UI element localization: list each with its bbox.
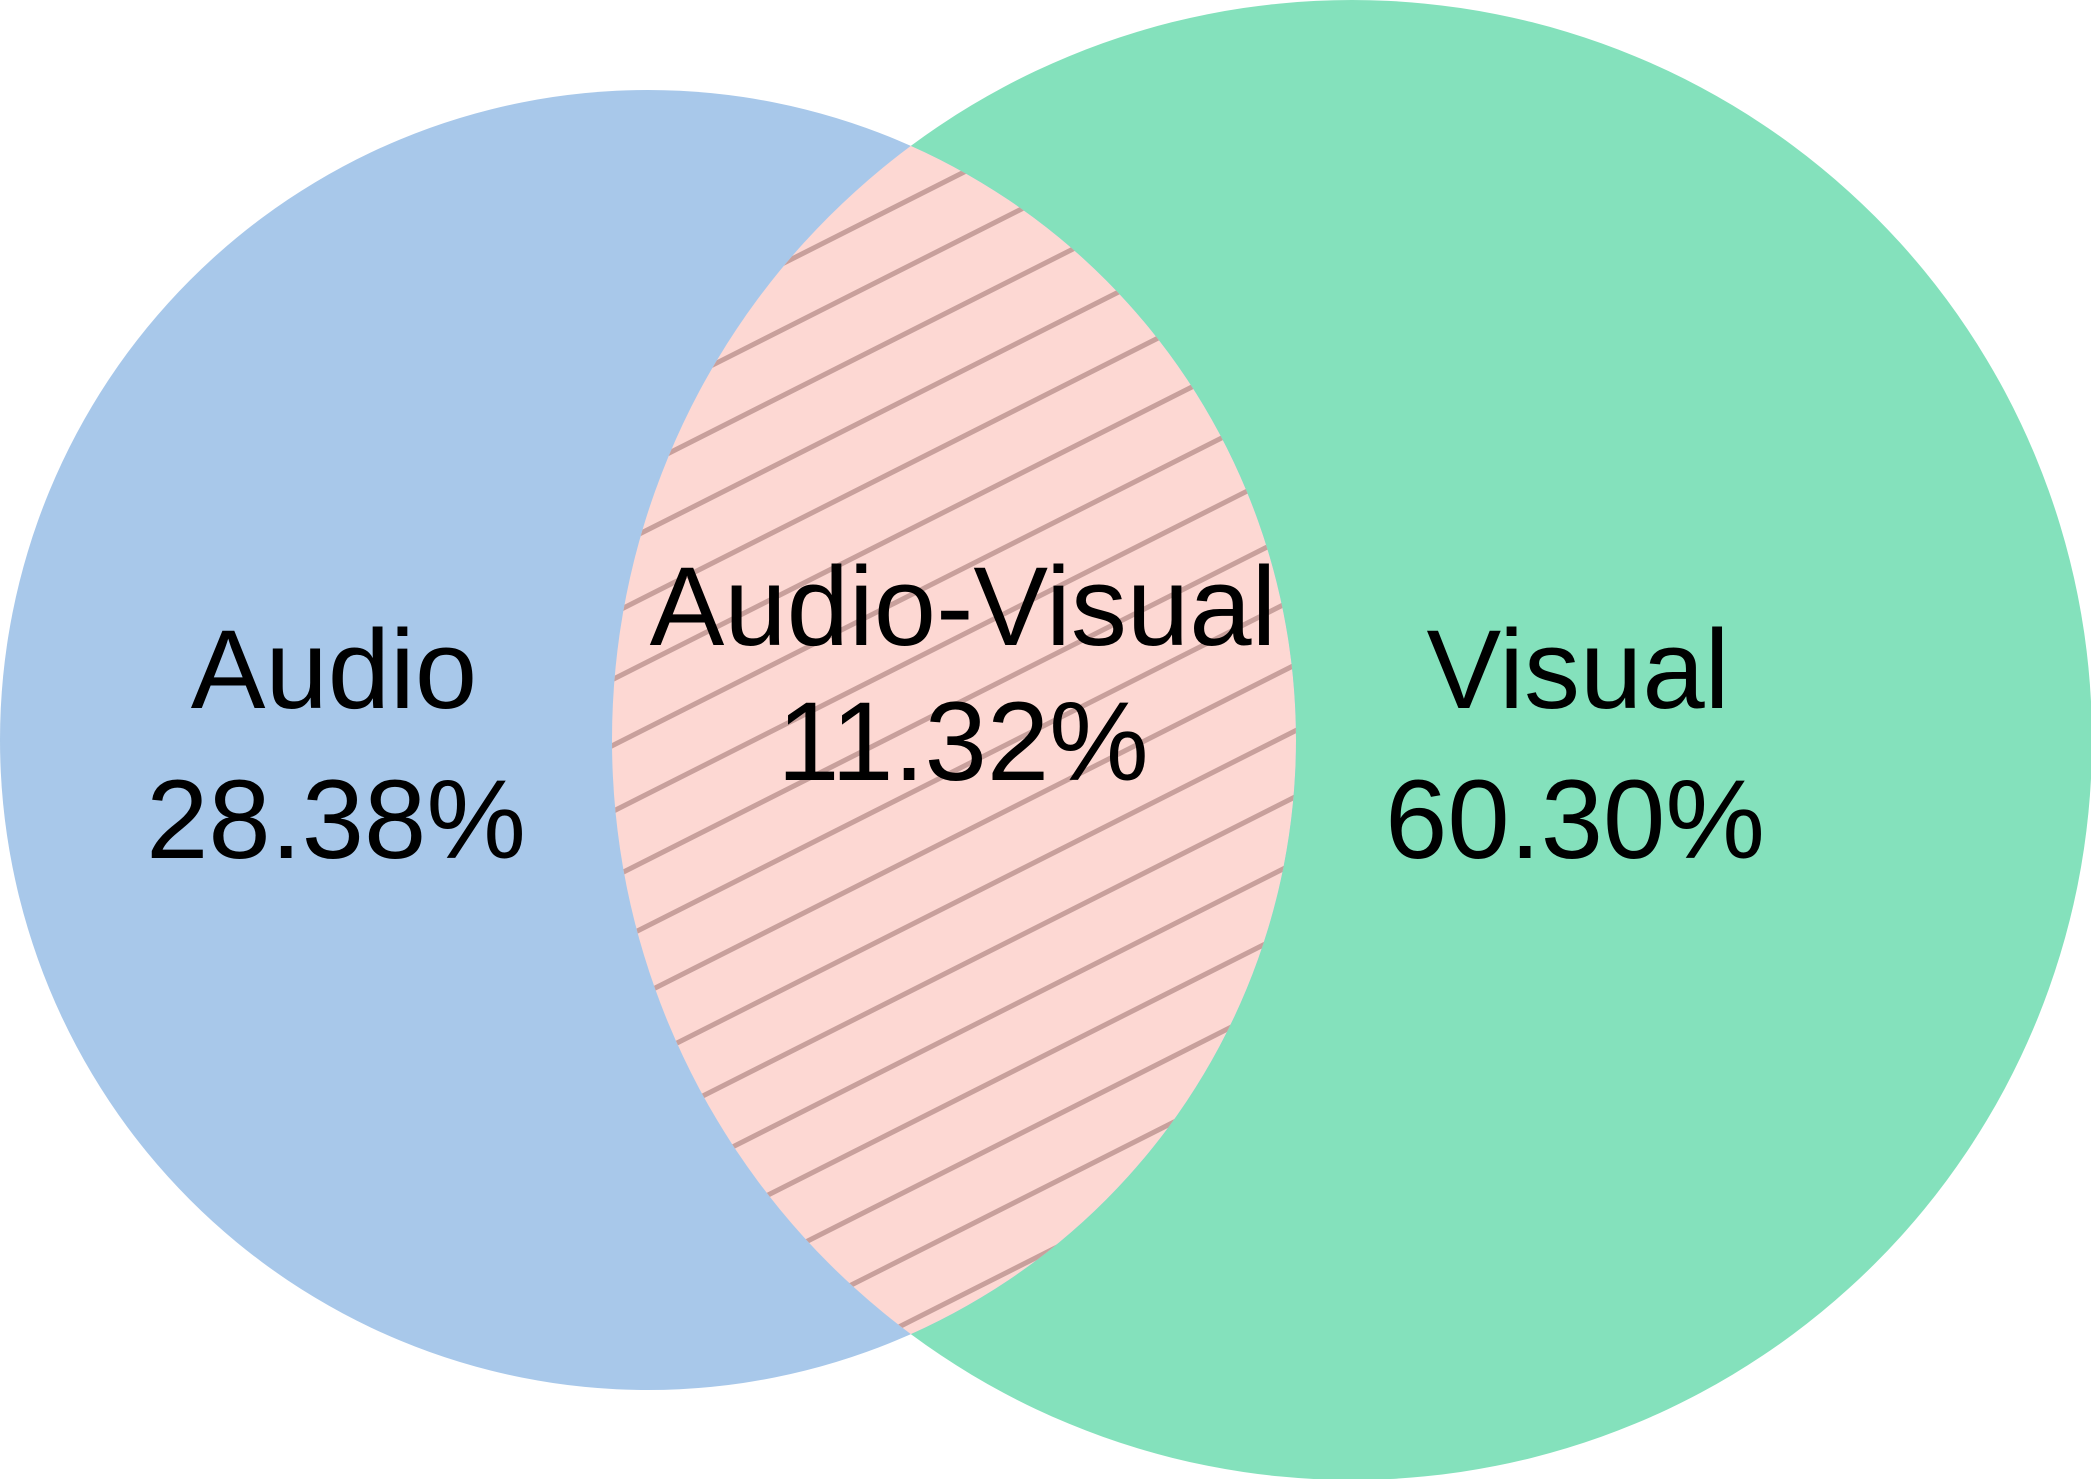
audio-visual-value: 11.32% [777,679,1149,804]
hatch-line [612,781,1296,1161]
hatch-line [612,517,1296,897]
hatch-line [612,385,1296,765]
hatch-line [612,649,1296,1029]
overlap-fill [612,90,1296,1390]
hatch-line [612,715,1296,1095]
visual-label: Visual [1426,607,1729,732]
audio-value: 28.38% [146,757,526,882]
visual-value: 60.30% [1385,757,1765,882]
hatch-line [612,583,1296,963]
audio-label: Audio [191,607,477,732]
audio-visual-label: Audio-Visual [650,544,1277,669]
hatch-line [612,451,1296,831]
